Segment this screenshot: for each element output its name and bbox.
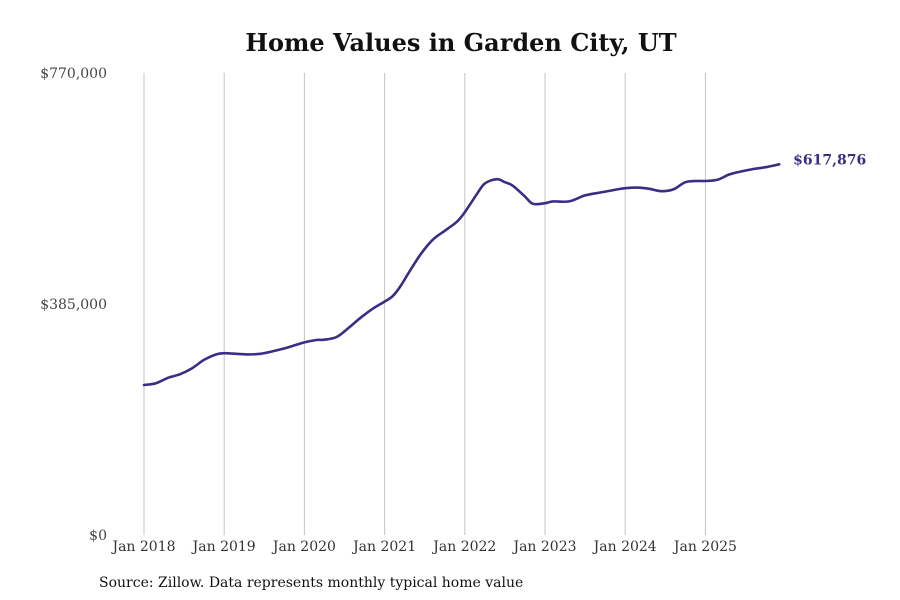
series-end-label: $617,876 (793, 152, 866, 168)
x-tick-label: Jan 2022 (431, 539, 496, 555)
x-tick-label: Jan 2023 (511, 539, 576, 555)
y-tick-label: $0 (89, 528, 107, 544)
source-note: Source: Zillow. Data represents monthly … (99, 575, 523, 591)
x-tick-label: Jan 2024 (592, 539, 657, 555)
x-tick-label: Jan 2021 (351, 539, 416, 555)
x-tick-label: Jan 2020 (271, 539, 336, 555)
y-tick-label: $385,000 (40, 297, 107, 313)
y-tick-label: $770,000 (40, 66, 107, 82)
gridlines (143, 73, 706, 535)
series-layer: $617,876 (142, 152, 866, 387)
x-tick-label: Jan 2025 (672, 539, 737, 555)
y-axis-ticks: $0 $385,000 $770,000 (40, 66, 107, 544)
x-axis-ticks: Jan 2018 Jan 2019 Jan 2020 Jan 2021 Jan 2022… (110, 539, 736, 555)
series-line (142, 163, 781, 387)
chart-title: Home Values in Garden City, UT (245, 28, 676, 57)
x-tick-label: Jan 2019 (191, 539, 256, 555)
x-tick-label: Jan 2018 (110, 539, 175, 555)
